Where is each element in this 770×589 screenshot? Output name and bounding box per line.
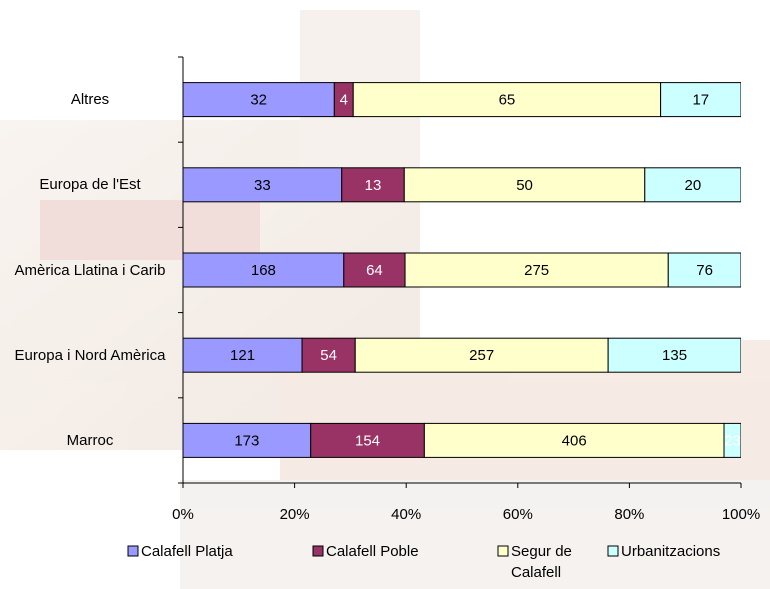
category-label: Marroc: [8, 419, 172, 461]
data-label: 54: [320, 347, 337, 364]
data-label: 154: [355, 432, 380, 449]
data-label: 4: [340, 92, 348, 109]
x-tick-label: 20%: [280, 506, 310, 523]
category-label: Altres: [8, 79, 172, 121]
legend-swatch: [128, 546, 138, 556]
x-tick-label: 100%: [722, 506, 760, 523]
data-label: 173: [234, 432, 259, 449]
x-tick-label: 60%: [503, 506, 533, 523]
data-label: 168: [251, 262, 276, 279]
data-label: 135: [662, 347, 687, 364]
data-label: 121: [230, 347, 255, 364]
legend-label: Segur de Calafell: [511, 541, 601, 583]
data-label: 275: [524, 262, 549, 279]
category-label: Europa de l'Est: [8, 164, 172, 206]
category-label: Amèrica Llatina i Carib: [8, 249, 172, 291]
data-label: 50: [516, 177, 533, 194]
data-label: 257: [469, 347, 494, 364]
data-label: 76: [696, 262, 713, 279]
data-label: 64: [366, 262, 383, 279]
x-tick-label: 80%: [614, 506, 644, 523]
legend-label: Calafell Platja: [141, 541, 301, 562]
data-label: 406: [562, 432, 587, 449]
category-label: Europa i Nord Amèrica: [8, 334, 172, 376]
data-label: 23: [724, 432, 741, 449]
chart-page: 32 4 65 17 33 13 50 20 168 64 275 76 121 54 257 135 173 1…: [0, 0, 770, 589]
legend-label: Urbanitzacions: [621, 541, 770, 562]
legend-label: Calafell Poble: [326, 541, 486, 562]
data-label: 32: [250, 92, 267, 109]
legend-swatch: [313, 546, 323, 556]
data-label: 17: [692, 92, 709, 109]
legend-swatch: [608, 546, 618, 556]
data-label: 13: [365, 177, 382, 194]
legend-swatch: [498, 546, 508, 556]
data-label: 65: [499, 92, 516, 109]
data-label: 20: [685, 177, 702, 194]
x-tick-label: 40%: [391, 506, 421, 523]
data-label: 33: [254, 177, 271, 194]
x-tick-label: 0%: [172, 506, 194, 523]
